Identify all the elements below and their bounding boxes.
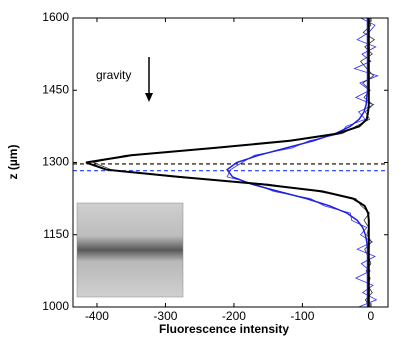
y-tick-label: 1450 bbox=[42, 82, 69, 96]
y-tick-label: 1000 bbox=[42, 299, 69, 313]
inset-image bbox=[76, 202, 184, 298]
x-axis-label: Fluorescence intensity bbox=[159, 322, 289, 336]
y-tick-label: 1600 bbox=[42, 10, 69, 24]
y-axis-label: z (µm) bbox=[6, 145, 20, 180]
y-tick-label: 1150 bbox=[43, 227, 69, 241]
x-tick-label: -100 bbox=[290, 309, 314, 323]
y-tick-label: 1300 bbox=[42, 155, 69, 169]
data-line bbox=[226, 18, 369, 307]
gravity-arrowhead bbox=[145, 93, 153, 102]
x-tick-label: -400 bbox=[85, 309, 109, 323]
annotation: gravity bbox=[96, 68, 131, 82]
x-tick-label: -200 bbox=[222, 309, 246, 323]
data-line bbox=[226, 17, 379, 308]
x-tick-label: -300 bbox=[153, 309, 177, 323]
data-line bbox=[85, 18, 370, 307]
x-tick-label: 0 bbox=[368, 309, 375, 323]
